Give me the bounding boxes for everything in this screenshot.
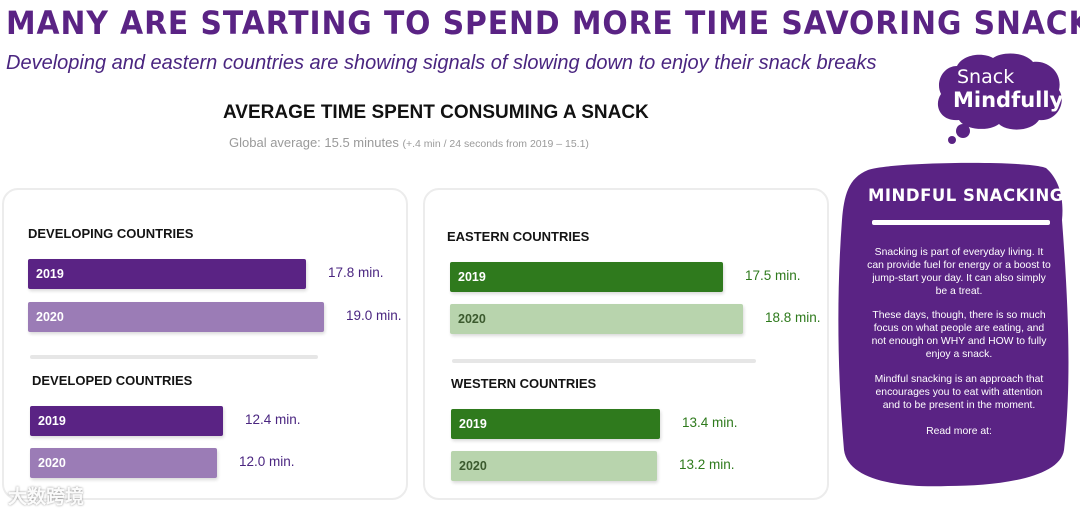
bar-year-label: 2020 (459, 459, 487, 473)
mindful-paragraph-1: Snacking is part of everyday living. It … (867, 247, 1051, 297)
page-subheadline: Developing and eastern countries are sho… (6, 52, 877, 74)
group-title-western: WESTERN COUNTRIES (451, 376, 597, 391)
snack-mindfully-logo: Snack Mindfully (937, 53, 1064, 144)
group-title-eastern: EASTERN COUNTRIES (447, 229, 590, 244)
bar-year-label: 2019 (38, 414, 66, 428)
divider-right (452, 359, 756, 363)
global-average: Global average: 15.5 minutes (+.4 min / … (229, 135, 589, 150)
global-average-label: Global average: 15.5 minutes (229, 135, 399, 150)
thought-cloud-icon (937, 53, 1062, 130)
callout-background-shape (838, 162, 1069, 487)
divider-left (30, 355, 318, 359)
bar-eastern-2020: 2020 (450, 304, 743, 334)
logo-line2: Mindfully (953, 88, 1064, 112)
bar-year-label: 2019 (36, 267, 64, 281)
value-label-developing-2019: 17.8 min. (328, 265, 384, 280)
value-label-western-2019: 13.4 min. (682, 415, 738, 430)
bar-eastern-2019: 2019 (450, 262, 723, 292)
value-label-western-2020: 13.2 min. (679, 457, 735, 472)
watermark: 大数跨境 (8, 487, 85, 508)
bar-year-label: 2020 (458, 312, 486, 326)
bar-developing-2020: 2020 (28, 302, 324, 332)
chart-title: AVERAGE TIME SPENT CONSUMING A SNACK (223, 102, 649, 123)
bar-developed-2019: 2019 (30, 406, 223, 436)
value-label-developing-2020: 19.0 min. (346, 308, 402, 323)
mindful-snacking-callout (838, 160, 1078, 490)
bar-year-label: 2019 (459, 417, 487, 431)
mindful-paragraph-3: Mindful snacking is an approach that enc… (874, 374, 1044, 411)
bar-year-label: 2019 (458, 270, 486, 284)
mindful-title-underline (872, 220, 1050, 225)
bar-western-2019: 2019 (451, 409, 660, 439)
value-label-eastern-2019: 17.5 min. (745, 268, 801, 283)
bar-developed-2020: 2020 (30, 448, 217, 478)
value-label-developed-2019: 12.4 min. (245, 412, 301, 427)
group-title-developing: DEVELOPING COUNTRIES (28, 226, 194, 241)
mindful-read-more: Read more at: (926, 426, 992, 437)
group-title-developed: DEVELOPED COUNTRIES (32, 373, 193, 388)
page-headline: MANY ARE STARTING TO SPEND MORE TIME SAV… (6, 4, 1080, 42)
bar-developing-2019: 2019 (28, 259, 306, 289)
global-average-note: (+.4 min / 24 seconds from 2019 – 15.1) (402, 138, 589, 150)
bar-western-2020: 2020 (451, 451, 657, 481)
bar-year-label: 2020 (38, 456, 66, 470)
right-chart-panel (423, 188, 829, 500)
logo-line1: Snack (957, 66, 1014, 88)
mindful-title: MINDFUL SNACKING (868, 186, 1064, 205)
value-label-eastern-2020: 18.8 min. (765, 310, 821, 325)
bar-year-label: 2020 (36, 310, 64, 324)
value-label-developed-2020: 12.0 min. (239, 454, 295, 469)
mindful-paragraph-2: These days, though, there is so much foc… (871, 310, 1047, 360)
